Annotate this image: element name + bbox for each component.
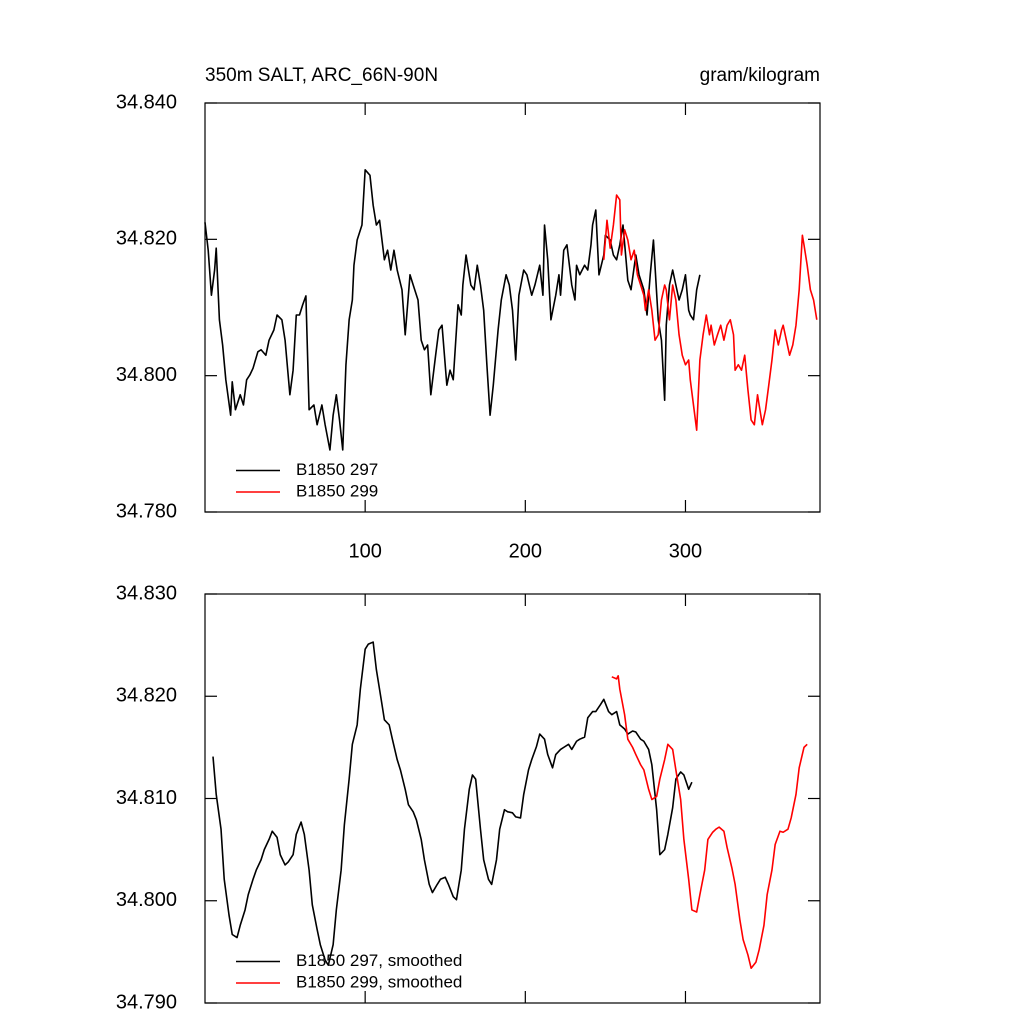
- y-tick-label: 34.820: [116, 228, 177, 250]
- y-tick-label: 34.830: [116, 582, 177, 604]
- x-tick-label: 100: [348, 540, 381, 562]
- x-tick-label: 200: [509, 540, 542, 562]
- x-tick-label: 300: [669, 540, 702, 562]
- y-tick-label: 34.820: [116, 685, 177, 707]
- units-label: gram/kilogram: [700, 65, 820, 86]
- legend-label: B1850 299: [296, 481, 378, 500]
- y-tick-label: 34.790: [116, 991, 177, 1013]
- y-tick-label: 34.810: [116, 787, 177, 809]
- y-tick-label: 34.840: [116, 91, 177, 113]
- legend-label: B1850 297: [296, 460, 378, 479]
- data-line: [611, 675, 808, 970]
- plot-frame: [204, 102, 821, 513]
- data-line: [204, 169, 701, 451]
- chart-title: 350m SALT, ARC_66N-90N: [205, 65, 438, 86]
- data-line: [212, 641, 693, 966]
- y-tick-label: 34.800: [116, 364, 177, 386]
- legend-label: B1850 297, smoothed: [296, 951, 462, 970]
- plot-frame: [204, 593, 821, 1004]
- data-line: [602, 194, 818, 431]
- y-tick-label: 34.800: [116, 889, 177, 911]
- y-tick-label: 34.780: [116, 500, 177, 522]
- legend-label: B1850 299, smoothed: [296, 972, 462, 991]
